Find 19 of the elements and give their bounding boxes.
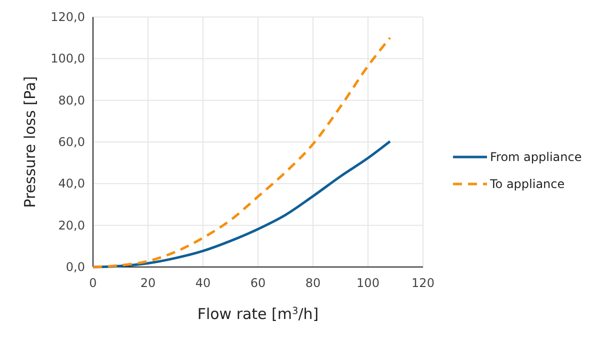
line-series <box>92 36 392 268</box>
x-tick-label: 100 <box>356 276 380 290</box>
x-tick-label: 80 <box>305 276 321 290</box>
y-tick-label: 60,0 <box>58 135 85 149</box>
x-tick-label: 60 <box>250 276 266 290</box>
x-tick-label: 120 <box>412 276 434 290</box>
y-tick-label: 80,0 <box>58 93 85 108</box>
x-tick-label: 20 <box>140 276 156 290</box>
y-axis-title: Pressure loss [Pa] <box>21 76 39 208</box>
y-tick-label: 120,0 <box>50 10 85 24</box>
y-tick-label: 20,0 <box>58 218 85 232</box>
legend-label: From appliance <box>490 150 582 164</box>
x-axis-title: Flow rate [m$^{3}$/h] <box>197 305 319 323</box>
x-tick-label: 0 <box>89 276 97 290</box>
y-tick-label: 100,0 <box>50 52 85 66</box>
y-tick-label: 40,0 <box>58 176 85 191</box>
y-tick-label: 0,0 <box>66 260 85 274</box>
legend-label: To appliance <box>489 177 565 191</box>
x-tick-label: 40 <box>195 276 211 290</box>
